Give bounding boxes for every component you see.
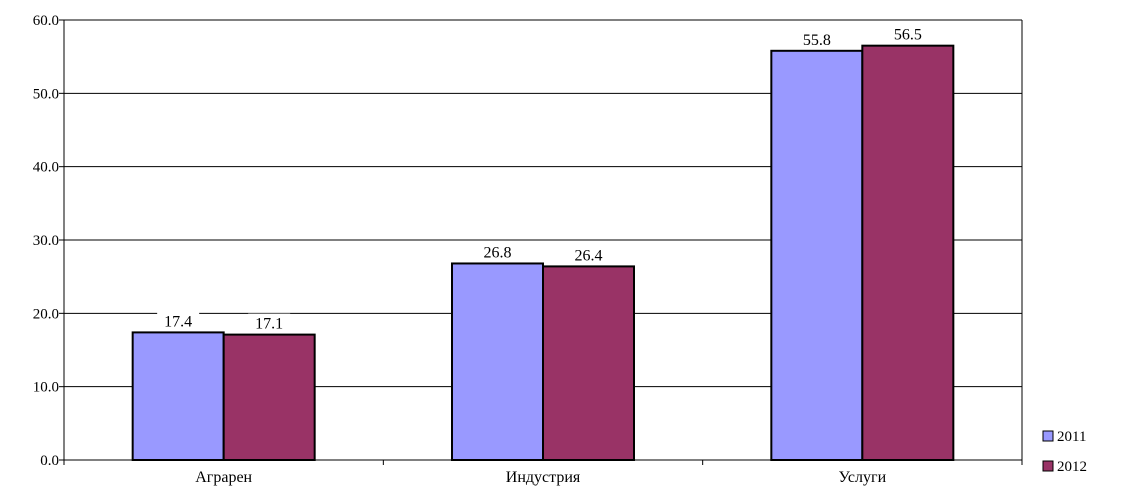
data-label-bg <box>248 313 291 333</box>
data-label: 17.1 <box>255 316 283 333</box>
data-labels: 17.4 17.1 26.8 26.4 55.8 56.5 <box>157 24 929 333</box>
category-label: Аграрен <box>195 469 252 486</box>
y-tick-label: 60.0 <box>33 13 59 29</box>
y-tick-label: 0.0 <box>40 453 59 469</box>
legend-swatch-2012 <box>1042 460 1054 472</box>
y-tick-label: 40.0 <box>33 160 59 176</box>
data-label-bg <box>157 311 200 331</box>
legend-swatch-2011 <box>1042 430 1054 442</box>
bar-2012 <box>861 44 955 462</box>
y-tick-label: 10.0 <box>33 380 59 396</box>
axis-ticks: 0.0 10.0 20.0 30.0 40.0 50.0 60.0 Аграрен Индуст… <box>33 13 1023 486</box>
data-label: 17.4 <box>164 313 192 330</box>
data-label: 55.8 <box>803 32 831 49</box>
y-tick-label: 20.0 <box>33 306 59 322</box>
y-tick-label: 50.0 <box>33 86 59 102</box>
legend: 2011 2012 <box>1042 429 1087 475</box>
data-label-bg <box>476 242 519 262</box>
bar-2011 <box>451 262 544 462</box>
data-label-bg <box>795 29 838 49</box>
bar-2012 <box>542 265 635 461</box>
legend-label-2011: 2011 <box>1057 429 1086 445</box>
bar-2011 <box>131 331 225 461</box>
data-label: 26.8 <box>484 244 512 261</box>
legend-label-2012: 2012 <box>1057 459 1087 475</box>
data-label-bg <box>567 245 610 265</box>
bar-2012 <box>222 333 316 462</box>
data-label: 26.4 <box>575 247 603 264</box>
data-label: 56.5 <box>894 27 922 44</box>
category-label: Индустрия <box>506 469 581 486</box>
data-label-bg <box>886 24 929 44</box>
bar-2011 <box>770 49 864 462</box>
bars <box>131 44 955 462</box>
category-label: Услуги <box>839 469 887 486</box>
y-tick-label: 30.0 <box>33 233 59 249</box>
